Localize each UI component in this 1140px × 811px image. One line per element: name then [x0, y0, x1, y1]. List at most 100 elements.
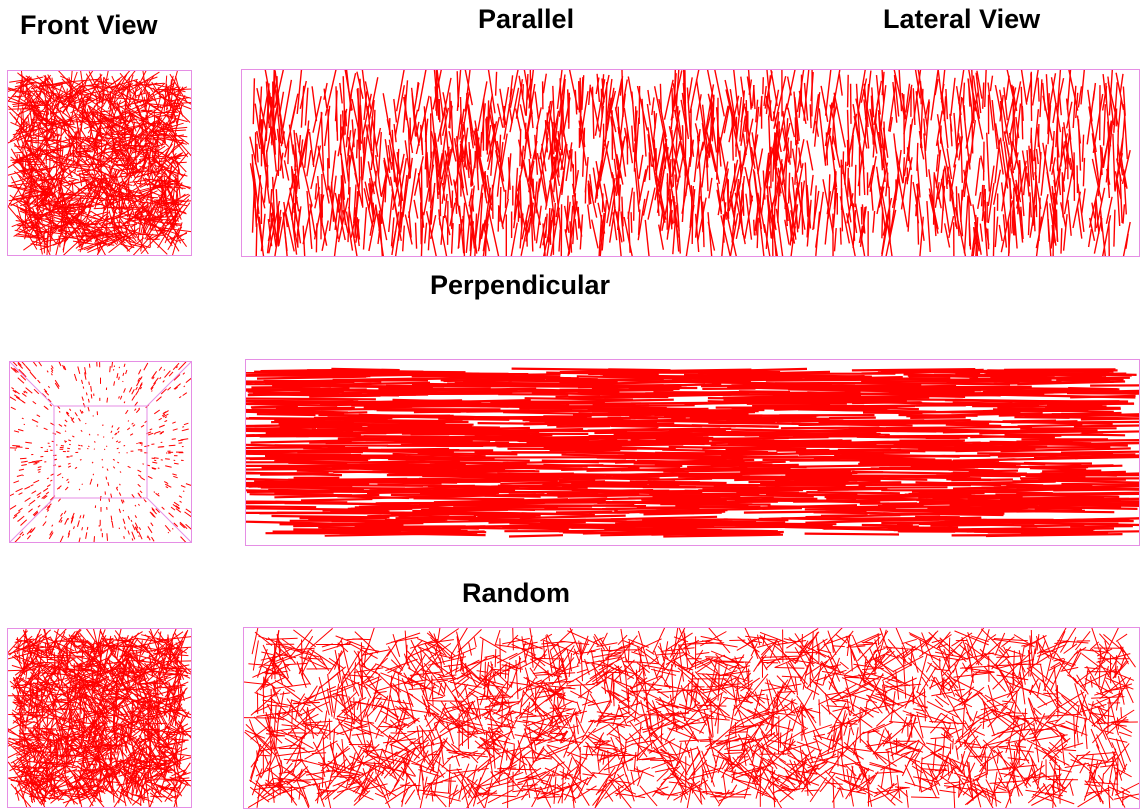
fiber-segment — [462, 215, 466, 257]
fiber-segment — [564, 229, 570, 251]
fiber-segment — [1063, 122, 1071, 165]
fiber-segment — [704, 417, 830, 421]
fiber-segment — [549, 525, 594, 529]
fiber-segment — [528, 162, 532, 217]
fiber-segment — [1113, 82, 1118, 133]
fiber-segment — [641, 498, 720, 502]
fiber-segment — [1068, 129, 1075, 173]
fiber-segment — [436, 532, 478, 536]
fiber-segment — [919, 143, 925, 160]
fiber-segment — [935, 154, 939, 172]
fiber-segment — [490, 123, 496, 176]
fiber-segment — [1081, 430, 1140, 434]
fiber-segment — [25, 387, 33, 394]
fiber-segment — [277, 128, 281, 177]
fiber-segment — [342, 76, 346, 135]
fiber-segment — [33, 216, 41, 224]
fiber-segment — [877, 131, 883, 149]
fiber-segment — [38, 186, 53, 201]
fiber-segment — [463, 438, 558, 443]
fiber-segment — [698, 488, 789, 492]
fiber-segment — [652, 113, 658, 143]
fiber-segment — [67, 533, 71, 538]
fiber-segment — [356, 217, 361, 240]
fiber-segment — [288, 124, 295, 155]
fiber-segment — [765, 75, 772, 115]
fiber-segment — [718, 137, 729, 186]
fiber-segment — [322, 411, 368, 415]
fiber-segment — [417, 69, 427, 112]
fiber-segment — [637, 209, 641, 236]
fiber-segment — [794, 139, 798, 185]
fiber-segment — [40, 174, 47, 211]
fiber-segment — [260, 191, 266, 209]
fiber-segment — [245, 477, 309, 482]
fiber-segment — [10, 367, 17, 373]
fiber-segment — [963, 154, 970, 198]
fiber-segment — [53, 191, 59, 201]
fiber-segment — [33, 388, 40, 395]
fiber-segment — [991, 100, 998, 150]
fiber-segment — [143, 499, 147, 503]
fiber-segment — [140, 424, 145, 428]
fiber-segment — [153, 457, 159, 459]
fiber-segment — [545, 378, 595, 382]
fiber-segment — [767, 198, 779, 257]
fiber-segment — [147, 215, 180, 219]
fiber-segment — [987, 182, 995, 224]
fiber-segment — [587, 204, 592, 229]
fiber-segment — [775, 208, 784, 257]
fiber-segment — [828, 416, 876, 420]
fiber-segment — [12, 389, 17, 394]
fiber-segment — [58, 186, 69, 208]
fiber-segment — [1095, 187, 1106, 229]
fiber-segment — [860, 206, 863, 225]
fiber-segment — [1029, 204, 1037, 238]
fiber-segment — [42, 521, 47, 527]
fiber-segment — [1102, 74, 1107, 97]
fiber-segment — [127, 515, 131, 520]
fiber-segment — [756, 217, 759, 249]
fiber-segment — [689, 185, 695, 229]
fiber-segment — [153, 377, 159, 385]
fiber-segment — [71, 70, 94, 102]
fiber-segment — [955, 96, 963, 149]
fiber-segment — [174, 152, 183, 162]
fiber-segment — [421, 137, 424, 156]
fiber-segment — [893, 69, 906, 120]
fiber-segment — [663, 79, 674, 120]
fiber-segment — [17, 93, 23, 103]
fiber-segment — [634, 117, 640, 162]
fiber-segment — [60, 165, 96, 172]
fiber-segment — [765, 482, 873, 487]
fiber-segment — [147, 475, 153, 480]
fiber-segment — [499, 88, 507, 126]
fiber-segment — [812, 94, 820, 134]
fiber-segment — [105, 184, 124, 213]
fiber-segment — [740, 115, 747, 147]
fiber-segment — [1089, 217, 1096, 241]
fiber-segment — [600, 372, 657, 376]
fiber-segment — [448, 144, 454, 166]
fiber-segment — [88, 363, 91, 368]
fiber-segment — [539, 100, 552, 160]
fiber-segment — [442, 415, 546, 420]
fiber-segment — [152, 93, 159, 107]
fiber-segment — [520, 145, 525, 170]
fiber-segment — [24, 77, 29, 99]
fiber-segment — [1107, 81, 1120, 128]
fiber-segment — [30, 102, 41, 127]
fiber-segment — [451, 190, 454, 230]
fiber-segment — [708, 421, 801, 425]
fiber-segment — [31, 527, 36, 532]
fiber-segment — [361, 124, 369, 181]
fiber-segment — [71, 419, 75, 424]
fiber-segment — [134, 515, 137, 519]
fiber-segment — [137, 469, 142, 473]
fiber-segment — [528, 523, 580, 527]
fiber-segment — [553, 202, 556, 226]
fiber-segment — [702, 201, 705, 248]
fiber-segment — [1092, 82, 1097, 101]
fiber-segment — [833, 92, 846, 148]
fiber-segment — [809, 104, 812, 129]
